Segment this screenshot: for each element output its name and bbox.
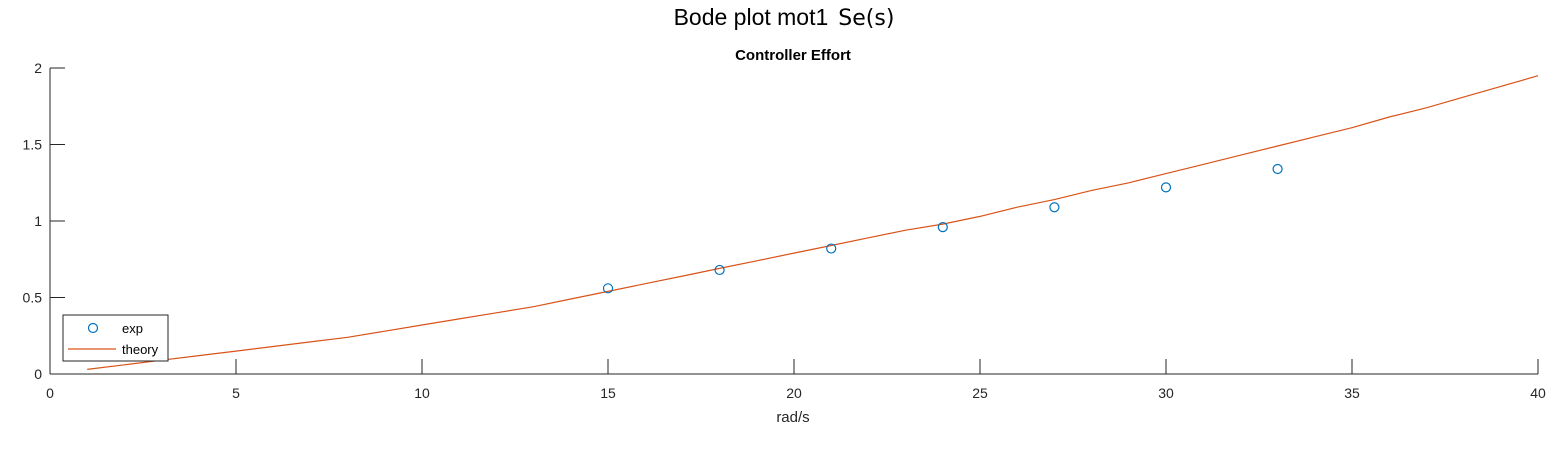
exp-point (937, 222, 948, 233)
x-tick-label: 40 (1530, 385, 1546, 401)
x-tick-label: 20 (786, 385, 802, 401)
y-tick-label: 0.5 (23, 290, 43, 306)
legend-box (62, 314, 169, 362)
exp-point (1160, 182, 1172, 193)
y-tick-label: 0 (34, 366, 42, 382)
legend[interactable]: exp theory (62, 314, 169, 362)
exp-point (602, 283, 614, 294)
x-tick-label: 25 (972, 385, 988, 401)
x-tick-label: 0 (46, 385, 54, 401)
series-exp (602, 163, 1283, 294)
x-tick-label: 15 (600, 385, 616, 401)
legend-label-theory: theory (122, 342, 159, 357)
exp-point (1272, 163, 1283, 175)
suptitle-text: Bode plot mot1 (673, 4, 829, 30)
x-tick-label: 10 (414, 385, 430, 401)
chart-title: Controller Effort (735, 47, 851, 64)
legend-marker-exp (87, 322, 99, 334)
x-tick-label: 35 (1344, 385, 1360, 401)
exp-point (826, 243, 837, 254)
exp-point (714, 264, 725, 276)
y-tick-label: 1.5 (23, 137, 43, 153)
x-tick-label: 30 (1158, 385, 1174, 401)
y-tick-label: 2 (34, 60, 42, 76)
y-tick-label: 1 (34, 213, 42, 229)
legend-label-exp: exp (122, 321, 143, 336)
exp-point (1049, 202, 1060, 213)
axes: 0 5 10 15 20 25 30 35 40 0 0.5 1 1.5 2 (23, 60, 1546, 401)
x-tick-label: 5 (232, 385, 240, 401)
figure-suptitle: Bode plot mot1 Se(s) (0, 4, 1568, 31)
suptitle-function: Se(s) (838, 6, 895, 31)
x-axis-label: rad/s (776, 409, 809, 426)
series-theory (87, 75, 1539, 370)
theory-line (87, 75, 1539, 370)
